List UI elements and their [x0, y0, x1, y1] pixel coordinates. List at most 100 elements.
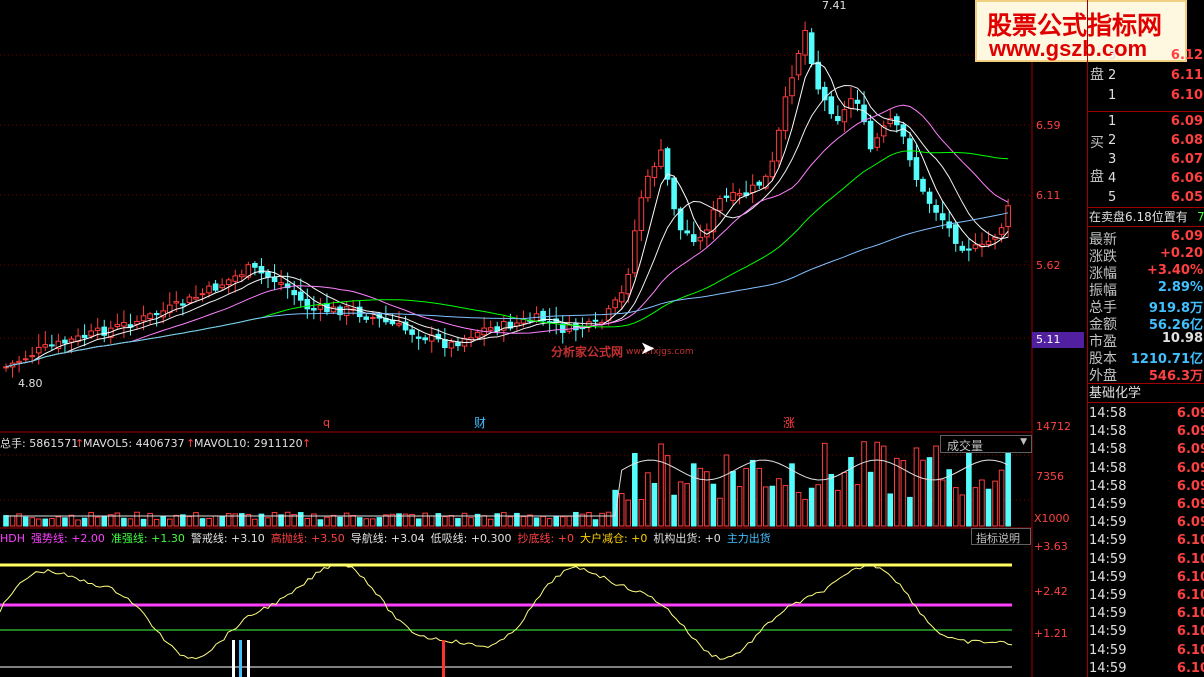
- tick-row[interactable]: 14:59 6.10: [1088, 641, 1204, 659]
- volume-bar: [946, 469, 953, 527]
- candle-body: [330, 306, 337, 313]
- buy-level-price: 6.08: [1170, 133, 1203, 148]
- tick-row[interactable]: 14:58 6.09: [1088, 440, 1204, 458]
- volume-bar: [854, 484, 861, 527]
- quote-row[interactable]: 涨幅 +3.40%: [1088, 261, 1204, 282]
- event-marker-rise[interactable]: 涨: [783, 416, 796, 430]
- quote-row[interactable]: 股本 1210.71亿: [1088, 346, 1204, 367]
- indicator-tick-2: +2.42: [1034, 585, 1068, 598]
- tick-row[interactable]: 14:59 6.10: [1088, 659, 1204, 677]
- tick-row[interactable]: 14:58 6.09: [1088, 459, 1204, 477]
- tick-row[interactable]: 14:58 6.09: [1088, 477, 1204, 495]
- kline-chart-area[interactable]: 7.41 4.80 6.59 6.11 5.62 5.11 q 财 涨 分析家公…: [0, 0, 1087, 677]
- volume-bar: [553, 515, 560, 527]
- sector-name[interactable]: 基础化学: [1089, 386, 1142, 401]
- buy-level-number: 5: [1108, 190, 1117, 205]
- candle-body: [946, 221, 953, 229]
- quote-row[interactable]: 最新 6.09: [1088, 227, 1204, 248]
- event-marker-finance[interactable]: 财: [474, 416, 487, 430]
- volume-indicator-dropdown[interactable]: 成交量 ▼: [940, 435, 1032, 453]
- quote-row[interactable]: 涨跌 +0.20: [1088, 244, 1204, 265]
- tick-row[interactable]: 14:59 6.09: [1088, 495, 1204, 513]
- chart-overlay-watermark: 分析家公式网: [551, 345, 624, 359]
- tick-row[interactable]: 14:59 6.10: [1088, 550, 1204, 568]
- watermark-title: 股票公式指标网: [987, 11, 1163, 40]
- candle-body: [933, 205, 939, 213]
- candle-body: [730, 191, 736, 201]
- candle-body: [671, 177, 677, 210]
- tick-row[interactable]: 14:58 6.09: [1088, 404, 1204, 422]
- volume-bar: [998, 469, 1005, 527]
- volume-bar: [343, 512, 350, 527]
- buy-level-row[interactable]: 3 6.07: [1088, 150, 1204, 168]
- volume-bar: [684, 483, 691, 527]
- tick-time: 14:58: [1089, 478, 1127, 494]
- tick-time: 14:59: [1089, 660, 1127, 676]
- quote-row[interactable]: 振幅 2.89%: [1088, 278, 1204, 299]
- candle-body: [455, 342, 461, 347]
- candle-body: [94, 327, 101, 331]
- volume-bar: [337, 516, 343, 527]
- volume-bar: [867, 471, 874, 527]
- volume-bar: [690, 463, 697, 527]
- buy-level-row[interactable]: 2 6.08: [1088, 131, 1204, 149]
- tick-row[interactable]: 14:59 6.09: [1088, 513, 1204, 531]
- candle-body: [101, 326, 108, 336]
- chart-overlay-url: www.fxjgs.com: [626, 347, 694, 357]
- tick-row[interactable]: 14:58 6.09: [1088, 422, 1204, 440]
- buy-level-row[interactable]: 5 6.05: [1088, 188, 1204, 206]
- chart-canvas[interactable]: [0, 0, 1087, 677]
- volume-bar: [297, 512, 304, 527]
- buy-level-row[interactable]: 1 6.09: [1088, 112, 1204, 130]
- candle-body: [474, 331, 481, 338]
- indicator-legend-item: 强势线: +2.00: [31, 532, 105, 545]
- volume-bar: [952, 487, 959, 527]
- sell-level-price: 6.12: [1170, 48, 1203, 63]
- signal-mark: [442, 640, 445, 677]
- quote-row[interactable]: 市盈 10.98: [1088, 329, 1204, 350]
- volume-bar: [428, 515, 435, 527]
- volume-bar: [62, 517, 68, 527]
- volume-bar: [16, 513, 22, 527]
- volume-bar: [245, 513, 252, 527]
- volume-bar: [939, 479, 946, 527]
- buy-level-number: 2: [1108, 133, 1117, 148]
- tick-row[interactable]: 14:59 6.10: [1088, 622, 1204, 640]
- candle-body: [867, 120, 874, 150]
- quote-row[interactable]: 总手 919.8万: [1088, 295, 1204, 316]
- tick-time: 14:58: [1089, 406, 1127, 421]
- volume-bar: [481, 515, 487, 527]
- tick-row[interactable]: 14:59 6.10: [1088, 586, 1204, 604]
- tick-time: 14:58: [1089, 424, 1127, 440]
- indicator-explain-button[interactable]: 指标说明: [971, 528, 1031, 545]
- buy-level-row[interactable]: 4 6.06: [1088, 169, 1204, 187]
- tick-price: 6.10: [1176, 606, 1204, 622]
- volume-bar: [49, 518, 55, 527]
- sell-level-row[interactable]: 2 6.11: [1088, 66, 1204, 84]
- buy-level-price: 6.09: [1170, 114, 1203, 129]
- tick-row[interactable]: 14:59 6.10: [1088, 568, 1204, 586]
- buy-level-price: 6.06: [1170, 171, 1203, 186]
- quote-label: 股本: [1089, 351, 1117, 367]
- candle-body: [1005, 205, 1011, 228]
- volume-bar: [566, 515, 573, 527]
- volume-legend-ma5: MAVOL5: 4406737: [83, 437, 185, 450]
- tick-row[interactable]: 14:59 6.10: [1088, 604, 1204, 622]
- sell-level-row[interactable]: 1 6.10: [1088, 86, 1204, 104]
- quote-row[interactable]: 金额 56.26亿: [1088, 312, 1204, 333]
- tick-row[interactable]: 14:59 6.10: [1088, 531, 1204, 549]
- signal-mark: [247, 640, 250, 677]
- watermark-url: www.gszb.com: [989, 36, 1148, 61]
- quote-label: 总手: [1089, 300, 1117, 316]
- candle-body: [998, 227, 1005, 235]
- quote-row[interactable]: 外盘 546.3万: [1088, 363, 1204, 384]
- candle-body: [245, 264, 252, 278]
- event-marker-q[interactable]: q: [323, 416, 330, 429]
- volume-bar: [291, 514, 297, 527]
- sell-level-row[interactable]: 3 6.12: [1088, 46, 1204, 64]
- volume-bar: [507, 516, 514, 527]
- volume-bar: [474, 513, 481, 527]
- volume-bar: [317, 519, 324, 527]
- mouse-cursor-icon: ➤: [640, 338, 656, 359]
- candle-body: [442, 339, 448, 348]
